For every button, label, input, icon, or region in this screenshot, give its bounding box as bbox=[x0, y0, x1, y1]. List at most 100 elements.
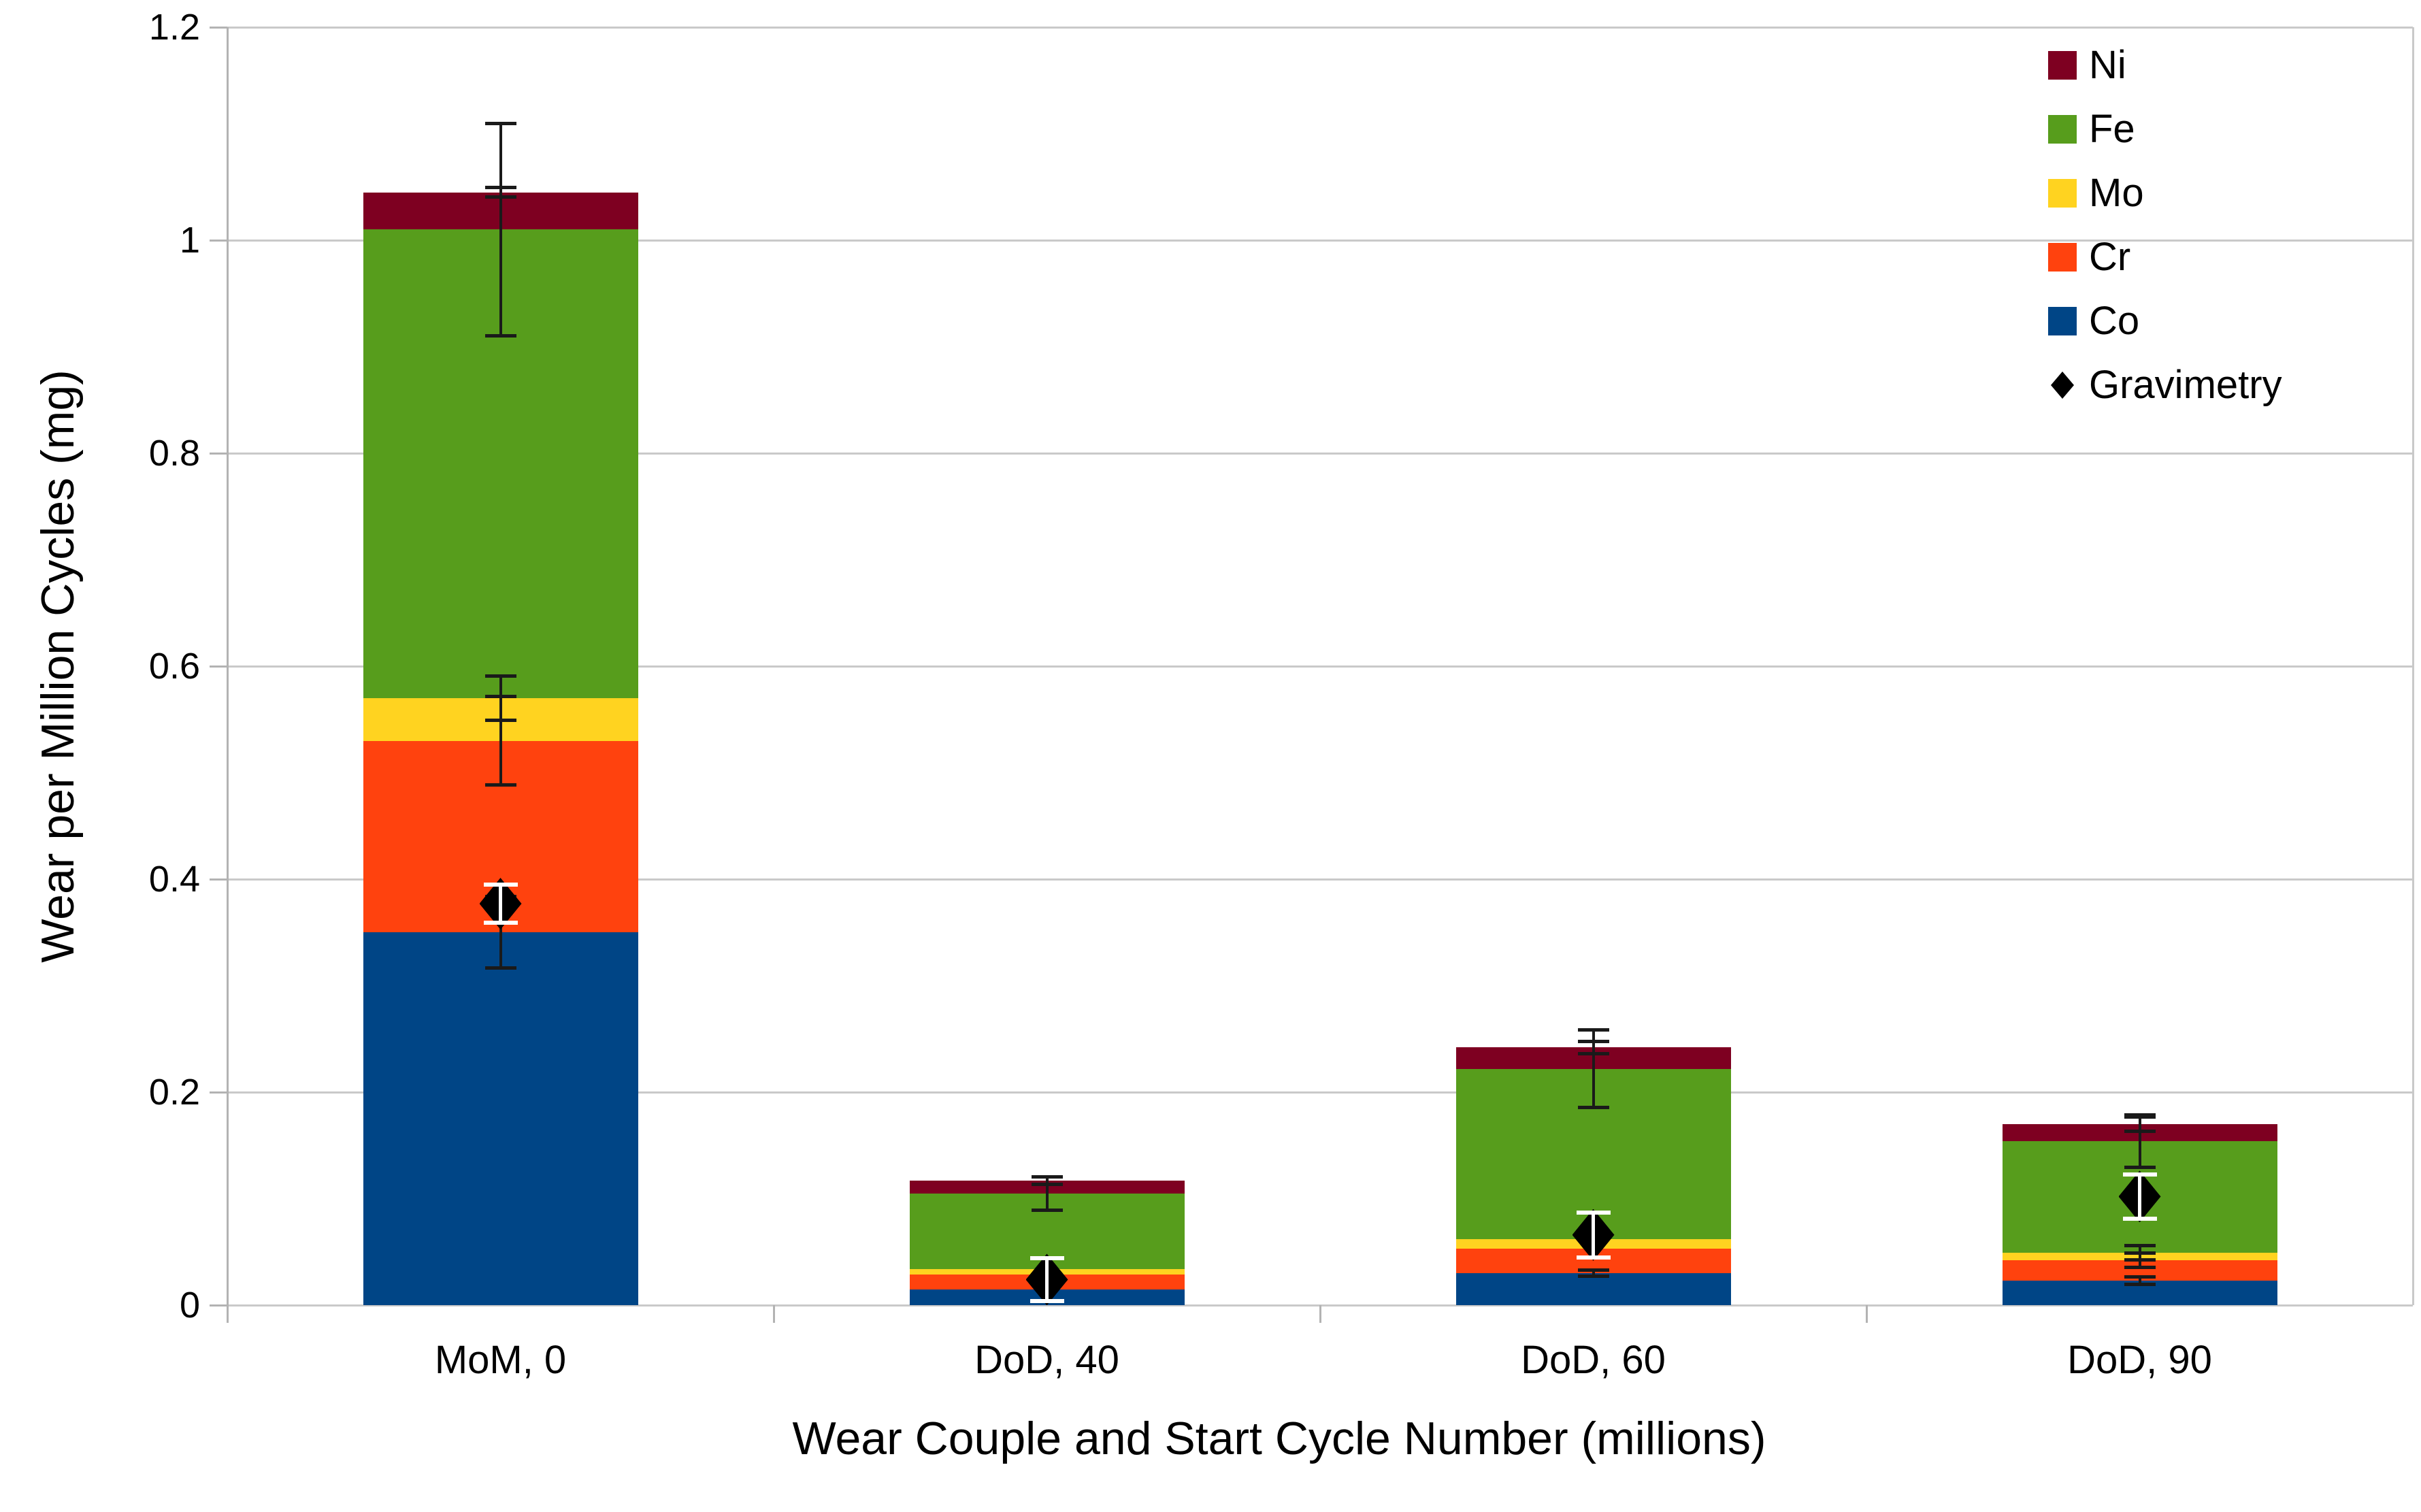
segment-error-cap bbox=[484, 333, 516, 338]
x-category-label: DoD, 40 bbox=[974, 1338, 1119, 1382]
x-tick-mark bbox=[1866, 1305, 1868, 1323]
segment-error-cap bbox=[2124, 1258, 2156, 1262]
segment-error-bar bbox=[499, 122, 502, 336]
segment-error-cap bbox=[484, 674, 516, 678]
gravimetry-error-bar bbox=[499, 884, 502, 923]
y-tick-mark bbox=[210, 453, 227, 455]
segment-error-bar bbox=[2138, 1114, 2141, 1168]
gravimetry-error-bar bbox=[2138, 1174, 2141, 1219]
gravimetry-error-cap bbox=[2122, 1217, 2157, 1221]
y-axis-title: Wear per Million Cycles (mg) bbox=[32, 369, 84, 963]
legend: Ni Fe Mo Cr Co Gravimetry bbox=[2048, 45, 2361, 426]
y-tick-mark bbox=[210, 1091, 227, 1094]
gravimetry-error-cap bbox=[483, 882, 518, 887]
gravimetry-error-cap bbox=[2122, 1172, 2157, 1177]
legend-label: Co bbox=[2089, 299, 2140, 343]
legend-label: Gravimetry bbox=[2089, 363, 2282, 407]
segment-error-bar bbox=[499, 676, 502, 721]
segment-error-bar bbox=[1592, 1040, 1595, 1054]
y-tick-label: 0.2 bbox=[148, 1072, 200, 1113]
segment-error-cap bbox=[2124, 1166, 2156, 1170]
segment-error-bar bbox=[2138, 1245, 2141, 1261]
legend-label: Fe bbox=[2089, 107, 2135, 151]
legend-item-co: Co bbox=[2048, 301, 2361, 342]
gravimetry-error-cap bbox=[1576, 1255, 1611, 1260]
segment-error-cap bbox=[1031, 1183, 1063, 1187]
y-tick-mark bbox=[210, 27, 227, 29]
segment-error-cap bbox=[2124, 1113, 2156, 1117]
segment-error-bar bbox=[1045, 1176, 1049, 1185]
y-gridline bbox=[227, 665, 2413, 668]
legend-label: Ni bbox=[2089, 43, 2126, 87]
segment-error-bar bbox=[2138, 1116, 2141, 1132]
gravimetry-error-bar bbox=[1592, 1212, 1595, 1258]
segment-error-bar bbox=[499, 186, 502, 198]
x-category-label: MoM, 0 bbox=[434, 1338, 567, 1382]
segment-error-cap bbox=[1031, 1174, 1063, 1179]
segment-error-cap bbox=[2124, 1129, 2156, 1133]
x-tick-mark bbox=[773, 1305, 775, 1323]
gravimetry-error-cap bbox=[1576, 1210, 1611, 1215]
y-tick-label: 1.2 bbox=[148, 7, 200, 48]
y-tick-label: 1 bbox=[179, 220, 200, 261]
segment-error-cap bbox=[2124, 1283, 2156, 1287]
bar-segment-co bbox=[363, 932, 638, 1305]
x-category-label: DoD, 60 bbox=[1521, 1338, 1666, 1382]
y-axis-line bbox=[227, 27, 229, 1323]
legend-square-icon-co bbox=[2048, 307, 2077, 335]
segment-error-bar bbox=[1045, 1176, 1049, 1211]
legend-item-ni: Ni bbox=[2048, 45, 2361, 86]
segment-error-cap bbox=[484, 718, 516, 722]
y-tick-label: 0.6 bbox=[148, 646, 200, 687]
segment-error-cap bbox=[1031, 1208, 1063, 1212]
bar-segment-co bbox=[1455, 1273, 1731, 1305]
x-axis-title: Wear Couple and Start Cycle Number (mill… bbox=[792, 1413, 1766, 1464]
y-tick-label: 0.8 bbox=[148, 433, 200, 474]
segment-error-cap bbox=[1577, 1106, 1609, 1110]
segment-error-bar bbox=[1592, 1270, 1595, 1277]
segment-error-cap bbox=[484, 195, 516, 199]
y-tick-mark bbox=[210, 878, 227, 881]
y-tick-label: 0.4 bbox=[148, 859, 200, 900]
legend-diamond-icon bbox=[2051, 372, 2074, 399]
segment-error-cap bbox=[1577, 1051, 1609, 1055]
legend-label: Mo bbox=[2089, 171, 2144, 215]
segment-error-cap bbox=[2124, 1244, 2156, 1248]
y-tick-mark bbox=[210, 240, 227, 242]
plot-right-border bbox=[2412, 27, 2414, 1305]
segment-error-cap bbox=[484, 783, 516, 787]
legend-square-icon-fe bbox=[2048, 115, 2077, 144]
legend-item-mo: Mo bbox=[2048, 173, 2361, 214]
y-gridline bbox=[227, 240, 2413, 242]
segment-error-cap bbox=[2124, 1275, 2156, 1279]
segment-error-cap bbox=[2124, 1115, 2156, 1119]
segment-error-cap bbox=[1577, 1039, 1609, 1043]
y-gridline bbox=[227, 878, 2413, 881]
y-gridline bbox=[227, 27, 2413, 29]
segment-error-cap bbox=[484, 966, 516, 970]
legend-square-icon-mo bbox=[2048, 179, 2077, 208]
segment-error-cap bbox=[484, 121, 516, 125]
gravimetry-error-cap bbox=[1030, 1256, 1064, 1261]
x-tick-mark bbox=[1319, 1305, 1321, 1323]
y-tick-mark bbox=[210, 1304, 227, 1306]
segment-error-bar bbox=[499, 695, 502, 786]
gravimetry-error-bar bbox=[1045, 1258, 1049, 1301]
segment-error-cap bbox=[1577, 1028, 1609, 1032]
segment-error-cap bbox=[1577, 1274, 1609, 1278]
segment-error-cap bbox=[1577, 1268, 1609, 1272]
segment-error-cap bbox=[2124, 1266, 2156, 1270]
y-tick-label: 0 bbox=[179, 1285, 200, 1326]
x-category-label: DoD, 90 bbox=[2067, 1338, 2212, 1382]
segment-error-bar bbox=[2138, 1276, 2141, 1285]
legend-item-fe: Fe bbox=[2048, 109, 2361, 150]
segment-error-bar bbox=[499, 896, 502, 969]
y-gridline bbox=[227, 1091, 2413, 1094]
legend-item-gravimetry: Gravimetry bbox=[2048, 365, 2361, 406]
y-tick-mark bbox=[210, 665, 227, 668]
legend-square-icon-ni bbox=[2048, 51, 2077, 80]
gravimetry-error-cap bbox=[483, 921, 518, 925]
segment-error-cap bbox=[484, 185, 516, 189]
legend-label: Cr bbox=[2089, 235, 2131, 279]
